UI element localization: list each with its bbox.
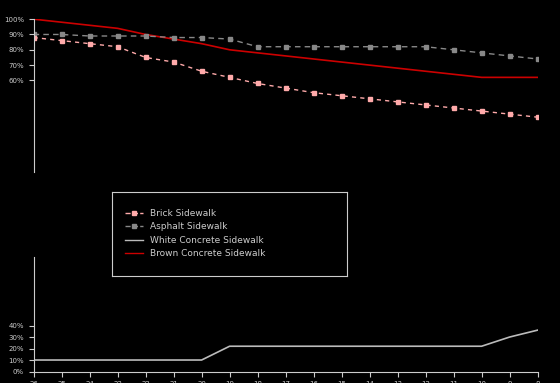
Line: Asphalt Sidewalk: Asphalt Sidewalk [32,33,539,61]
Brown Concrete Sidewalk [142,32,149,37]
Brick Sidewalk [282,86,289,90]
Brick Sidewalk [310,90,317,95]
White Concrete Sidewalk [506,335,513,339]
Asphalt Sidewalk [534,57,541,61]
Legend: Brick Sidewalk, Asphalt Sidewalk, White Concrete Sidewalk, Brown Concrete Sidewa: Brick Sidewalk, Asphalt Sidewalk, White … [121,205,269,262]
Brick Sidewalk [254,81,261,86]
Brick Sidewalk [506,112,513,116]
Asphalt Sidewalk [366,44,373,49]
Brown Concrete Sidewalk [506,75,513,80]
Asphalt Sidewalk [30,32,37,37]
Brown Concrete Sidewalk [478,75,485,80]
Brick Sidewalk [534,115,541,119]
Brick Sidewalk [114,44,121,49]
Line: White Concrete Sidewalk: White Concrete Sidewalk [34,330,538,360]
White Concrete Sidewalk [394,344,401,349]
Brown Concrete Sidewalk [30,17,37,21]
White Concrete Sidewalk [142,358,149,362]
Brown Concrete Sidewalk [198,41,205,46]
Brown Concrete Sidewalk [366,63,373,67]
Asphalt Sidewalk [478,51,485,55]
Brick Sidewalk [58,38,65,43]
Brick Sidewalk [86,41,93,46]
Brown Concrete Sidewalk [310,57,317,61]
Brown Concrete Sidewalk [58,20,65,25]
White Concrete Sidewalk [338,344,345,349]
Line: Brick Sidewalk: Brick Sidewalk [32,36,539,119]
Brick Sidewalk [394,100,401,104]
Brick Sidewalk [170,60,177,64]
White Concrete Sidewalk [30,358,37,362]
Brown Concrete Sidewalk [170,37,177,41]
Brown Concrete Sidewalk [394,66,401,70]
Asphalt Sidewalk [114,34,121,38]
White Concrete Sidewalk [282,344,289,349]
Brown Concrete Sidewalk [114,26,121,31]
Asphalt Sidewalk [198,35,205,40]
Brick Sidewalk [422,103,429,107]
Brick Sidewalk [142,55,149,60]
White Concrete Sidewalk [254,344,261,349]
Asphalt Sidewalk [254,44,261,49]
Brown Concrete Sidewalk [450,72,457,77]
White Concrete Sidewalk [422,344,429,349]
Brick Sidewalk [338,93,345,98]
Brown Concrete Sidewalk [422,69,429,74]
White Concrete Sidewalk [86,358,93,362]
Line: Brown Concrete Sidewalk: Brown Concrete Sidewalk [34,19,538,77]
Brick Sidewalk [198,69,205,74]
White Concrete Sidewalk [450,344,457,349]
White Concrete Sidewalk [114,358,121,362]
Asphalt Sidewalk [422,44,429,49]
Asphalt Sidewalk [282,44,289,49]
White Concrete Sidewalk [170,358,177,362]
White Concrete Sidewalk [58,358,65,362]
White Concrete Sidewalk [198,358,205,362]
White Concrete Sidewalk [534,328,541,332]
Asphalt Sidewalk [450,47,457,52]
Brick Sidewalk [226,75,233,80]
Brown Concrete Sidewalk [86,23,93,28]
Brown Concrete Sidewalk [226,47,233,52]
Brick Sidewalk [450,106,457,110]
Asphalt Sidewalk [506,54,513,58]
White Concrete Sidewalk [226,344,233,349]
Brown Concrete Sidewalk [254,51,261,55]
White Concrete Sidewalk [310,344,317,349]
Brown Concrete Sidewalk [282,54,289,58]
Asphalt Sidewalk [142,34,149,38]
Asphalt Sidewalk [170,35,177,40]
Asphalt Sidewalk [58,32,65,37]
Asphalt Sidewalk [226,37,233,41]
White Concrete Sidewalk [478,344,485,349]
Asphalt Sidewalk [310,44,317,49]
Brick Sidewalk [30,35,37,40]
Brick Sidewalk [366,97,373,101]
Brown Concrete Sidewalk [338,60,345,64]
Asphalt Sidewalk [338,44,345,49]
White Concrete Sidewalk [366,344,373,349]
Asphalt Sidewalk [86,34,93,38]
Asphalt Sidewalk [394,44,401,49]
Brick Sidewalk [478,109,485,113]
Brown Concrete Sidewalk [534,75,541,80]
